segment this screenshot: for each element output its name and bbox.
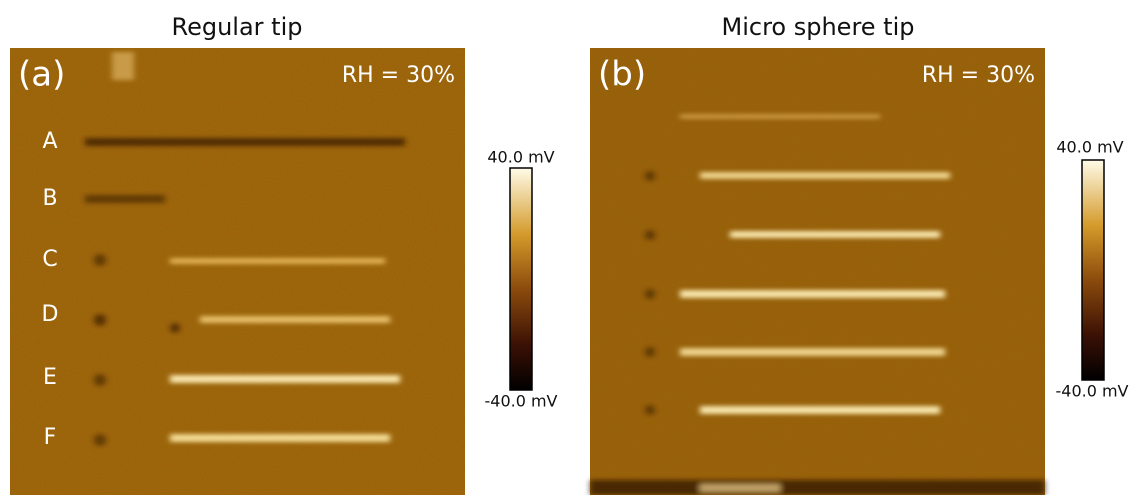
row-label: D: [42, 302, 59, 327]
colorbar-max: 40.0 mV: [487, 148, 554, 167]
panel-label: (b): [598, 55, 646, 95]
annotation: RH = 30%: [342, 63, 455, 88]
colorbar-min: -40.0 mV: [1055, 382, 1128, 401]
colorbar: [1082, 160, 1104, 380]
colorbar: [510, 168, 532, 390]
colorbar-max: 40.0 mV: [1056, 138, 1123, 157]
panel-title: Micro sphere tip: [722, 13, 915, 41]
panel-label: (a): [18, 55, 65, 95]
row-label: E: [43, 365, 57, 390]
panel-title: Regular tip: [172, 13, 303, 41]
annotation: RH = 30%: [922, 63, 1035, 88]
row-label: B: [42, 186, 57, 211]
row-label: C: [42, 247, 57, 272]
figure: Regular tip (a) RH = 30% ABCDEF 40.0 mV …: [0, 0, 1137, 495]
image-b: [590, 48, 1045, 495]
image-a: [10, 48, 465, 495]
colorbar-min: -40.0 mV: [484, 392, 557, 411]
row-label: F: [44, 425, 57, 450]
row-label: A: [42, 129, 57, 154]
